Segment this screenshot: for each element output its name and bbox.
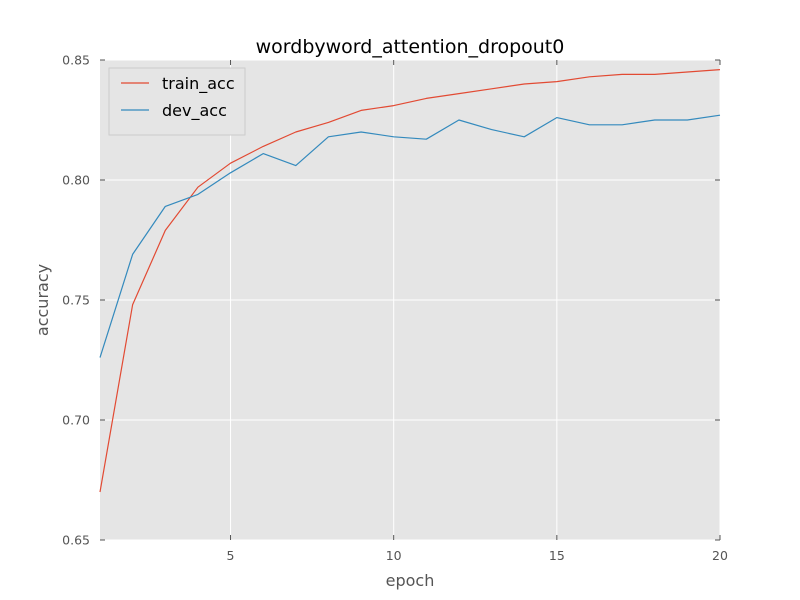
y-tick-label: 0.80: [62, 173, 90, 188]
axis-ticks: [100, 59, 721, 541]
x-tick-label: 5: [227, 548, 235, 563]
legend-label: dev_acc: [162, 101, 227, 121]
x-axis-label: epoch: [386, 571, 435, 590]
legend: train_acc dev_acc: [108, 67, 246, 136]
x-tick-label: 10: [386, 548, 402, 563]
y-tick-label: 0.70: [62, 413, 90, 428]
y-axis-label: accuracy: [33, 264, 52, 336]
chart-title: wordbyword_attention_dropout0: [256, 36, 565, 58]
grid-lines: [100, 59, 721, 541]
legend-label: train_acc: [162, 74, 235, 94]
x-tick-label: 15: [549, 548, 565, 563]
legend-box: [108, 67, 246, 136]
y-tick-label: 0.85: [62, 53, 90, 68]
x-tick-label: 20: [712, 548, 728, 563]
y-tick-label: 0.75: [62, 293, 90, 308]
series-lines: [99, 69, 721, 493]
y-tick-label: 0.65: [62, 533, 90, 548]
tick-labels: 5 10 15 20 0.65 0.70 0.75 0.80 0.85: [62, 53, 728, 564]
series-line-dev-acc: [99, 114, 721, 358]
series-line-train-acc: [99, 69, 721, 493]
